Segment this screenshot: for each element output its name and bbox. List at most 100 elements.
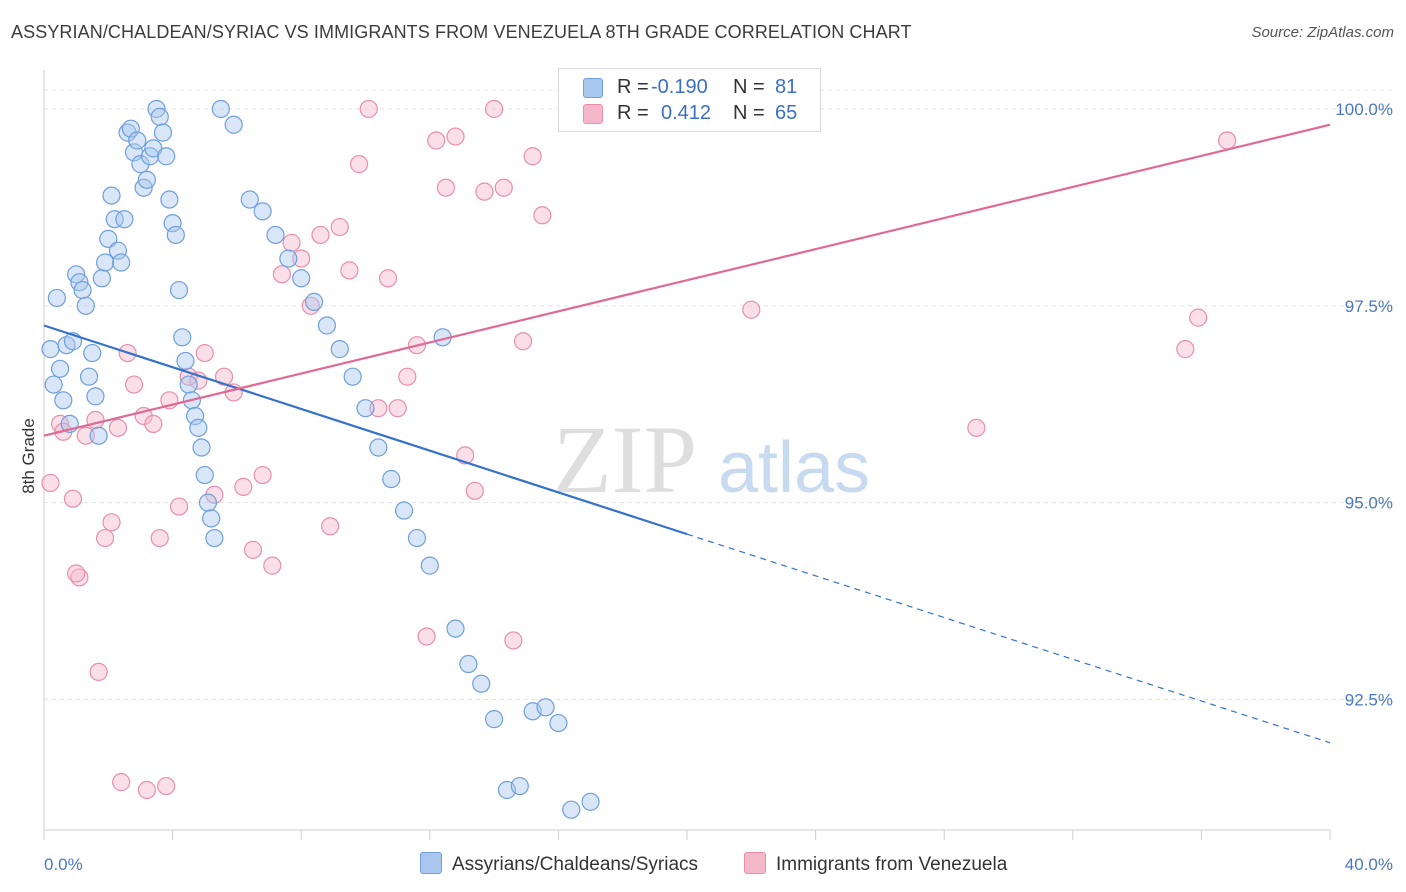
- assyrian-point: [157, 147, 176, 166]
- assyrian-point: [581, 792, 600, 811]
- venezuela-point: [340, 261, 359, 280]
- venezuela-point: [137, 780, 156, 800]
- venezuela-point: [446, 127, 465, 146]
- y-tick-label: 100.0%: [1335, 100, 1393, 119]
- assyrian-point: [166, 225, 185, 245]
- venezuela-point: [311, 225, 330, 245]
- y-tick-label: 97.5%: [1345, 297, 1393, 316]
- venezuela-point: [95, 528, 115, 548]
- venezuela-point: [243, 540, 263, 559]
- venezuela-point: [63, 489, 83, 508]
- venezuela-point: [504, 631, 523, 650]
- venezuela-point: [234, 477, 253, 496]
- assyrian-point: [330, 340, 349, 359]
- legend-swatch-pink: [583, 104, 603, 124]
- venezuela-point: [282, 233, 301, 252]
- assyrian-point: [420, 556, 439, 575]
- assyrian-point: [211, 99, 230, 119]
- venezuela-point: [102, 513, 121, 532]
- assyrian-point: [446, 619, 465, 638]
- assyrian-point: [86, 387, 105, 406]
- venezuela-point: [112, 773, 131, 792]
- gridlines: [44, 89, 1394, 700]
- assyrian-point: [128, 131, 147, 150]
- assyrian-point: [240, 190, 259, 209]
- assyrian-point: [160, 190, 179, 209]
- assyrian-point: [266, 225, 285, 245]
- assyrian-point: [472, 674, 491, 693]
- assyrian-point: [186, 406, 205, 426]
- venezuela-point: [1176, 340, 1195, 359]
- assyrian-trend-line: [43, 324, 688, 536]
- assyrian-point: [179, 375, 198, 394]
- assyrian-point: [41, 340, 60, 359]
- y-axis-title: 8th Grade: [19, 418, 38, 494]
- legend-r-value: 0.412: [661, 102, 712, 124]
- y-tick-label: 95.0%: [1345, 494, 1393, 513]
- assyrian-point: [44, 375, 63, 394]
- venezuela-point: [417, 627, 436, 646]
- venezuela-point: [253, 465, 272, 485]
- stats-legend: R = -0.190 N = 81 R = 0.412 N = 65: [558, 68, 821, 132]
- series-legend-blue: Assyrians/Chaldeans/Syriacs: [420, 852, 698, 876]
- legend-r-label: R =: [617, 76, 649, 98]
- source-label: Source: ZipAtlas.com: [1251, 24, 1394, 41]
- assyrian-point: [105, 210, 124, 229]
- venezuela-point: [465, 481, 484, 500]
- venezuela-point: [292, 249, 311, 268]
- y-tick-label: 92.5%: [1345, 690, 1393, 709]
- venezuela-point: [369, 399, 388, 418]
- assyrian-point: [115, 210, 134, 229]
- assyrian-point: [317, 316, 337, 335]
- venezuela-point: [263, 556, 282, 575]
- assyrian-point: [108, 241, 128, 260]
- venezuela-point: [388, 399, 407, 418]
- venezuela-point: [195, 343, 214, 363]
- assyrian-point: [92, 269, 111, 288]
- assyrian-point: [50, 359, 70, 378]
- venezuela-point: [1218, 131, 1237, 150]
- venezuela-point: [349, 155, 369, 174]
- assyrian-point: [536, 698, 555, 717]
- legend-r-value: -0.190: [651, 76, 708, 98]
- venezuela-point: [513, 332, 533, 351]
- legend-n-label: N =: [733, 102, 765, 124]
- assyrian-point: [198, 493, 218, 512]
- assyrian-point: [102, 186, 121, 205]
- venezuela-point: [1189, 308, 1208, 327]
- assyrian-point: [176, 351, 195, 371]
- assyrian-point: [224, 115, 243, 134]
- venezuela-point: [359, 99, 378, 119]
- venezuela-point: [89, 662, 108, 682]
- venezuela-point: [144, 414, 163, 434]
- chart-title: ASSYRIAN/CHALDEAN/SYRIAC VS IMMIGRANTS F…: [11, 22, 912, 42]
- assyrian-point: [485, 710, 504, 729]
- assyrian-point: [73, 280, 92, 300]
- assyrian-point: [382, 469, 401, 489]
- x-tick-label-max: 40.0%: [1345, 855, 1393, 874]
- watermark: ZIP atlas: [553, 406, 870, 513]
- venezuela-point: [742, 300, 761, 319]
- assyrian-point: [76, 296, 95, 315]
- venezuela-point: [967, 418, 986, 437]
- assyrian-point: [169, 280, 189, 300]
- venezuela-point: [523, 147, 542, 166]
- assyrian-point: [192, 438, 211, 457]
- venezuela-point: [494, 178, 513, 197]
- venezuela-point: [398, 367, 417, 386]
- venezuela-point: [41, 473, 60, 493]
- assyrian-point: [47, 288, 66, 308]
- watermark-atlas: atlas: [718, 428, 870, 508]
- assyrian-point: [150, 107, 169, 126]
- assyrian-point: [202, 509, 221, 528]
- x-tick-label-min: 0.0%: [44, 855, 83, 874]
- venezuela-point: [169, 497, 189, 516]
- assyrian-point: [292, 269, 311, 288]
- assyrian-point: [189, 418, 208, 437]
- legend-swatch-pink: [744, 852, 766, 874]
- assyrian-point: [89, 426, 108, 445]
- assyrian-point: [407, 528, 427, 548]
- assyrian-point: [369, 438, 388, 457]
- venezuela-point: [86, 410, 105, 430]
- venezuela-point: [214, 367, 234, 386]
